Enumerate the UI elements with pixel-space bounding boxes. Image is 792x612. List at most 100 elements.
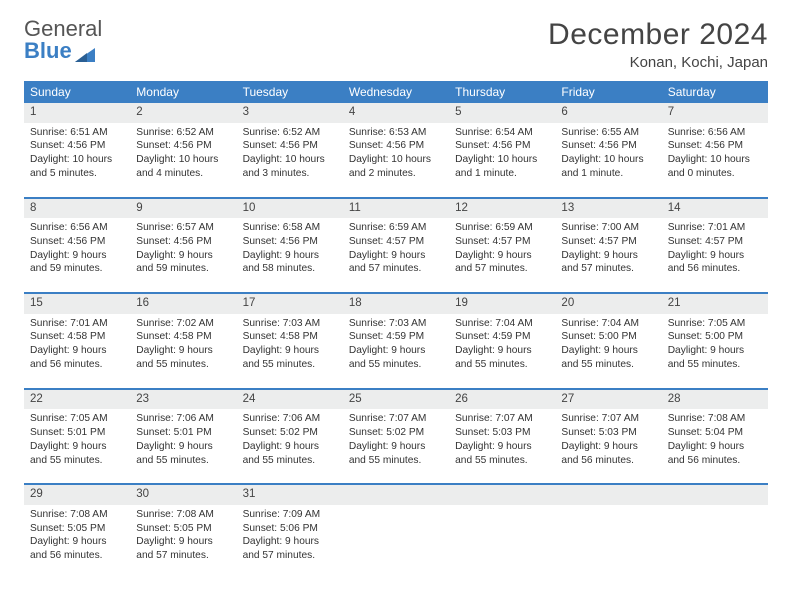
day-details: Sunrise: 7:04 AMSunset: 5:00 PMDaylight:… <box>555 314 661 378</box>
sunrise-text: Sunrise: 6:56 AM <box>30 221 124 235</box>
day-details: Sunrise: 7:08 AMSunset: 5:04 PMDaylight:… <box>662 409 768 473</box>
sunset-text: Sunset: 5:03 PM <box>561 426 655 440</box>
daylight-text: Daylight: 9 hours and 57 minutes. <box>455 249 549 277</box>
calendar-day <box>449 485 555 569</box>
day-details: Sunrise: 6:55 AMSunset: 4:56 PMDaylight:… <box>555 123 661 187</box>
calendar-day: 30 Sunrise: 7:08 AMSunset: 5:05 PMDayligh… <box>130 485 236 569</box>
sunrise-text: Sunrise: 6:53 AM <box>349 126 443 140</box>
daylight-text: Daylight: 10 hours and 2 minutes. <box>349 153 443 181</box>
sunset-text: Sunset: 4:57 PM <box>349 235 443 249</box>
logo-triangle-icon <box>75 44 95 58</box>
day-number: 3 <box>237 103 343 123</box>
day-details: Sunrise: 6:52 AMSunset: 4:56 PMDaylight:… <box>237 123 343 187</box>
day-number: 21 <box>662 294 768 314</box>
calendar-day: 25Sunrise: 7:07 AMSunset: 5:02 PMDayligh… <box>343 390 449 474</box>
day-number: 15 <box>24 294 130 314</box>
calendar-day: 16Sunrise: 7:02 AMSunset: 4:58 PMDayligh… <box>130 294 236 378</box>
day-number: 29 <box>24 485 130 505</box>
sunset-text: Sunset: 5:00 PM <box>561 330 655 344</box>
sunrise-text: Sunrise: 7:06 AM <box>243 412 337 426</box>
daylight-text: Daylight: 10 hours and 0 minutes. <box>668 153 762 181</box>
sunset-text: Sunset: 5:01 PM <box>136 426 230 440</box>
sunrise-text: Sunrise: 7:09 AM <box>243 508 337 522</box>
day-number: 10 <box>237 199 343 219</box>
daylight-text: Daylight: 9 hours and 55 minutes. <box>455 344 549 372</box>
daylight-text: Daylight: 9 hours and 56 minutes. <box>668 249 762 277</box>
sunset-text: Sunset: 4:56 PM <box>349 139 443 153</box>
calendar-day: 13Sunrise: 7:00 AMSunset: 4:57 PMDayligh… <box>555 199 661 283</box>
daylight-text: Daylight: 10 hours and 1 minute. <box>455 153 549 181</box>
sunrise-text: Sunrise: 7:03 AM <box>349 317 443 331</box>
sunset-text: Sunset: 4:56 PM <box>668 139 762 153</box>
sunset-text: Sunset: 4:59 PM <box>349 330 443 344</box>
day-details: Sunrise: 6:59 AMSunset: 4:57 PMDaylight:… <box>343 218 449 282</box>
day-number: 2 <box>130 103 236 123</box>
day-number <box>555 485 661 505</box>
calendar-day: 18Sunrise: 7:03 AMSunset: 4:59 PMDayligh… <box>343 294 449 378</box>
title-block: December 2024 Konan, Kochi, Japan <box>548 18 768 71</box>
daylight-text: Daylight: 9 hours and 55 minutes. <box>30 440 124 468</box>
day-details: Sunrise: 6:57 AMSunset: 4:56 PMDaylight:… <box>130 218 236 282</box>
sunset-text: Sunset: 5:01 PM <box>30 426 124 440</box>
day-number: 30 <box>130 485 236 505</box>
sunset-text: Sunset: 4:57 PM <box>455 235 549 249</box>
day-details: Sunrise: 7:08 AMSunset: 5:05 PMDaylight:… <box>24 505 130 569</box>
calendar-day: 4Sunrise: 6:53 AMSunset: 4:56 PMDaylight… <box>343 103 449 187</box>
day-number: 31 <box>237 485 343 505</box>
sunrise-text: Sunrise: 7:07 AM <box>349 412 443 426</box>
sunset-text: Sunset: 5:05 PM <box>30 522 124 536</box>
calendar-day: 22Sunrise: 7:05 AMSunset: 5:01 PMDayligh… <box>24 390 130 474</box>
dow-thursday: Thursday <box>449 81 555 103</box>
day-details: Sunrise: 7:06 AMSunset: 5:02 PMDaylight:… <box>237 409 343 473</box>
calendar-week: 8Sunrise: 6:56 AMSunset: 4:56 PMDaylight… <box>24 197 768 283</box>
day-details: Sunrise: 6:52 AMSunset: 4:56 PMDaylight:… <box>130 123 236 187</box>
sunset-text: Sunset: 4:57 PM <box>668 235 762 249</box>
calendar: Sunday Monday Tuesday Wednesday Thursday… <box>24 81 768 569</box>
sunset-text: Sunset: 5:03 PM <box>455 426 549 440</box>
daylight-text: Daylight: 10 hours and 4 minutes. <box>136 153 230 181</box>
sunset-text: Sunset: 4:56 PM <box>243 139 337 153</box>
daylight-text: Daylight: 9 hours and 57 minutes. <box>561 249 655 277</box>
day-number: 1 <box>24 103 130 123</box>
day-number: 6 <box>555 103 661 123</box>
day-number: 25 <box>343 390 449 410</box>
sunrise-text: Sunrise: 7:03 AM <box>243 317 337 331</box>
sunrise-text: Sunrise: 6:56 AM <box>668 126 762 140</box>
day-details: Sunrise: 7:03 AMSunset: 4:59 PMDaylight:… <box>343 314 449 378</box>
sunrise-text: Sunrise: 7:02 AM <box>136 317 230 331</box>
sunrise-text: Sunrise: 7:08 AM <box>136 508 230 522</box>
day-number: 24 <box>237 390 343 410</box>
daylight-text: Daylight: 9 hours and 59 minutes. <box>136 249 230 277</box>
calendar-day: 23Sunrise: 7:06 AMSunset: 5:01 PMDayligh… <box>130 390 236 474</box>
calendar-day: 15Sunrise: 7:01 AMSunset: 4:58 PMDayligh… <box>24 294 130 378</box>
dow-monday: Monday <box>130 81 236 103</box>
sunset-text: Sunset: 5:05 PM <box>136 522 230 536</box>
logo: General Blue <box>24 18 102 62</box>
logo-text-2: Blue <box>24 40 72 62</box>
day-number: 16 <box>130 294 236 314</box>
sunrise-text: Sunrise: 7:00 AM <box>561 221 655 235</box>
daylight-text: Daylight: 9 hours and 55 minutes. <box>136 440 230 468</box>
day-details: Sunrise: 6:56 AMSunset: 4:56 PMDaylight:… <box>24 218 130 282</box>
daylight-text: Daylight: 9 hours and 57 minutes. <box>243 535 337 563</box>
logo-text-1: General <box>24 18 102 40</box>
calendar-day: 24Sunrise: 7:06 AMSunset: 5:02 PMDayligh… <box>237 390 343 474</box>
calendar-day: 3Sunrise: 6:52 AMSunset: 4:56 PMDaylight… <box>237 103 343 187</box>
calendar-week: 22Sunrise: 7:05 AMSunset: 5:01 PMDayligh… <box>24 388 768 474</box>
calendar-day: 6Sunrise: 6:55 AMSunset: 4:56 PMDaylight… <box>555 103 661 187</box>
daylight-text: Daylight: 9 hours and 57 minutes. <box>136 535 230 563</box>
dow-sunday: Sunday <box>24 81 130 103</box>
calendar-day: 21Sunrise: 7:05 AMSunset: 5:00 PMDayligh… <box>662 294 768 378</box>
daylight-text: Daylight: 9 hours and 56 minutes. <box>30 344 124 372</box>
day-number: 22 <box>24 390 130 410</box>
day-details: Sunrise: 6:51 AMSunset: 4:56 PMDaylight:… <box>24 123 130 187</box>
sunset-text: Sunset: 5:04 PM <box>668 426 762 440</box>
sunset-text: Sunset: 4:57 PM <box>561 235 655 249</box>
sunset-text: Sunset: 4:56 PM <box>455 139 549 153</box>
sunset-text: Sunset: 5:02 PM <box>349 426 443 440</box>
calendar-week: 15Sunrise: 7:01 AMSunset: 4:58 PMDayligh… <box>24 292 768 378</box>
day-number: 7 <box>662 103 768 123</box>
calendar-day: 20Sunrise: 7:04 AMSunset: 5:00 PMDayligh… <box>555 294 661 378</box>
daylight-text: Daylight: 10 hours and 1 minute. <box>561 153 655 181</box>
day-details: Sunrise: 6:59 AMSunset: 4:57 PMDaylight:… <box>449 218 555 282</box>
